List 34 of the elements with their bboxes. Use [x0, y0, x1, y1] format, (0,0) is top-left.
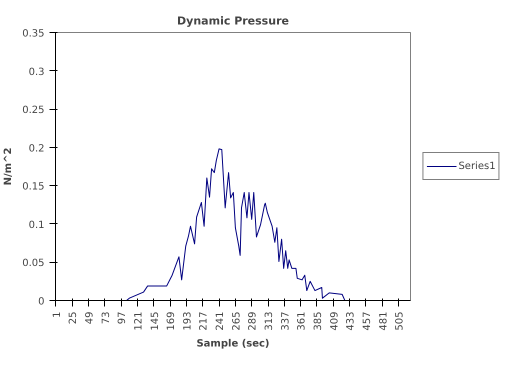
x-tick-label: 1	[52, 311, 63, 318]
y-tick-label: 0.15	[22, 182, 44, 193]
x-tick-label: 145	[150, 311, 161, 331]
x-tick-label: 433	[346, 311, 357, 331]
x-tick-label: 217	[198, 311, 210, 331]
chart-title: Dynamic Pressure	[177, 14, 289, 28]
y-tick-label: 0.3	[28, 66, 45, 78]
x-tick-label: 481	[378, 311, 390, 331]
x-tick-label: 505	[394, 311, 406, 331]
x-tick-label: 169	[166, 311, 178, 331]
x-tick-label: 73	[100, 311, 112, 324]
x-tick-label: 25	[68, 311, 80, 324]
y-tick-label: 0.05	[22, 258, 44, 270]
y-axis-title: N/m^2	[3, 148, 14, 186]
x-axis-title: Sample (sec)	[196, 338, 270, 350]
x-tick-label: 385	[312, 311, 324, 331]
x-tick-label: 265	[231, 311, 242, 331]
x-tick-label: 289	[248, 311, 259, 331]
y-tick-label: 0.2	[28, 143, 45, 154]
y-tick-label: 0	[38, 296, 45, 308]
x-tick-label: 241	[215, 311, 226, 331]
x-tick-label: 313	[264, 311, 276, 331]
x-tick-label: 409	[329, 311, 340, 331]
x-tick-label: 457	[362, 311, 373, 331]
x-tick-label: 49	[84, 311, 96, 324]
x-tick-label: 361	[296, 311, 308, 331]
y-tick-label: 0.35	[22, 28, 44, 40]
x-tick-label: 121	[133, 311, 144, 331]
y-tick-label: 0.1	[28, 220, 45, 231]
x-tick-label: 337	[280, 311, 292, 331]
y-tick-label: 0.25	[22, 105, 44, 116]
x-tick-label: 97	[117, 311, 128, 324]
legend-label: Series1	[458, 160, 496, 172]
x-tick-label: 193	[182, 311, 194, 331]
